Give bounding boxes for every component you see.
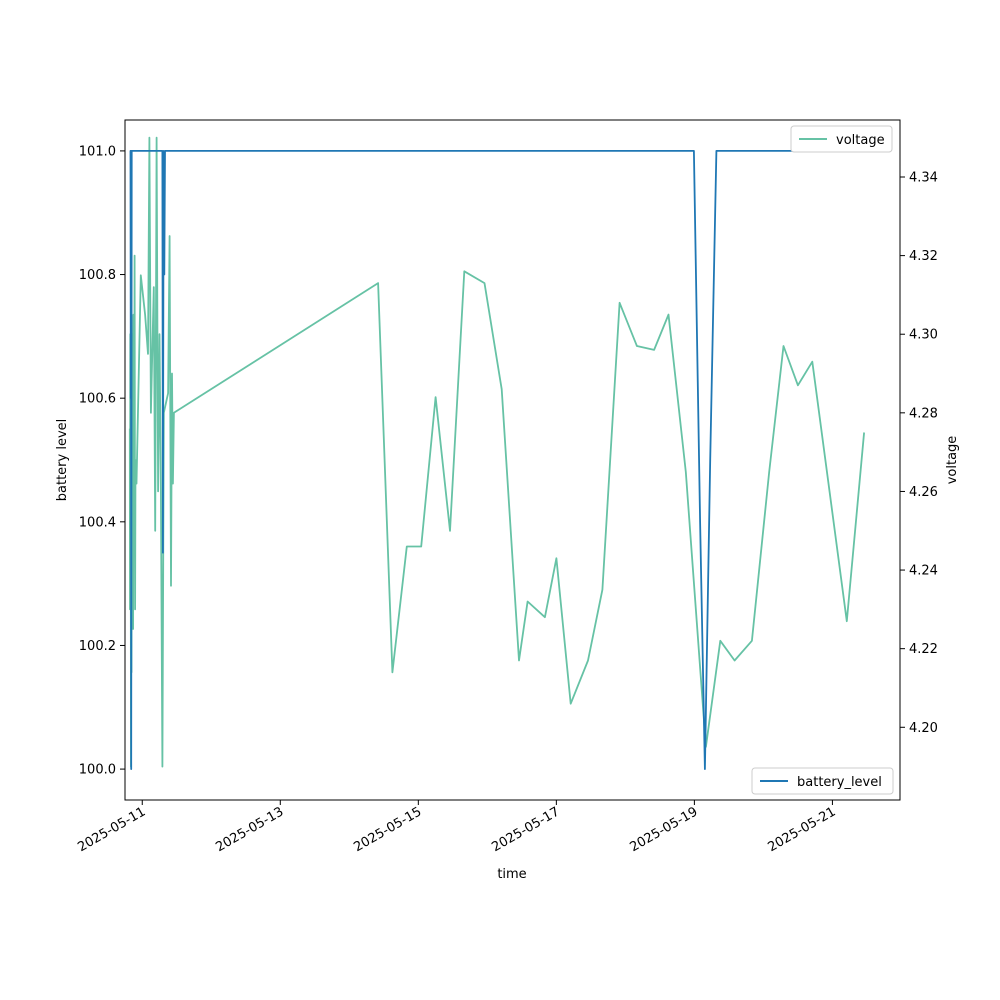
y-left-tick-label: 100.4	[79, 515, 116, 530]
voltage-line	[128, 136, 865, 768]
legend-voltage-box	[790, 125, 893, 153]
y-axis-left: 100.0 100.2 100.4 100.6 100.8 101.0	[79, 144, 125, 778]
x-tick-label: 2025-05-13	[213, 804, 286, 855]
y-axis-left-label: battery level	[55, 419, 70, 502]
x-tick-label: 2025-05-19	[627, 804, 700, 855]
y-axis-right: 4.20 4.22 4.24 4.26 4.28 4.30 4.32 4.34	[900, 170, 938, 736]
y-right-tick-label: 4.28	[909, 406, 938, 421]
x-axis: 2025-05-11 2025-05-13 2025-05-15 2025-05-17…	[75, 800, 838, 855]
y-left-tick-label: 100.6	[79, 392, 116, 407]
legend-voltage: voltage	[790, 125, 893, 153]
y-right-tick-label: 4.32	[909, 249, 938, 264]
y-right-tick-label: 4.22	[909, 642, 938, 657]
x-tick-label: 2025-05-21	[765, 804, 838, 855]
x-tick-label: 2025-05-11	[75, 804, 148, 855]
y-right-tick-label: 4.20	[909, 721, 938, 736]
y-left-tick-label: 101.0	[79, 144, 116, 159]
x-tick-label: 2025-05-15	[351, 804, 424, 855]
y-left-tick-label: 100.2	[79, 639, 116, 654]
plot-area	[124, 119, 901, 801]
y-right-tick-label: 4.30	[909, 328, 938, 343]
y-left-tick-label: 100.8	[79, 268, 116, 283]
battery-level-line	[129, 149, 859, 770]
x-tick-label: 2025-05-17	[489, 804, 562, 855]
y-left-tick-label: 100.0	[79, 763, 116, 778]
battery-level-series	[129, 149, 859, 770]
x-axis-label: time	[497, 867, 526, 882]
y-right-tick-label: 4.34	[909, 170, 938, 185]
y-right-tick-label: 4.24	[909, 564, 938, 579]
legend-battery-level: battery_level	[751, 767, 894, 795]
voltage-series	[128, 136, 865, 768]
y-right-tick-label: 4.26	[909, 485, 938, 500]
legend-battery-level-box	[751, 767, 894, 795]
legend-battery-level-label: battery_level	[797, 775, 882, 790]
y-axis-right-label: voltage	[945, 436, 960, 485]
legend-voltage-label: voltage	[836, 133, 885, 148]
